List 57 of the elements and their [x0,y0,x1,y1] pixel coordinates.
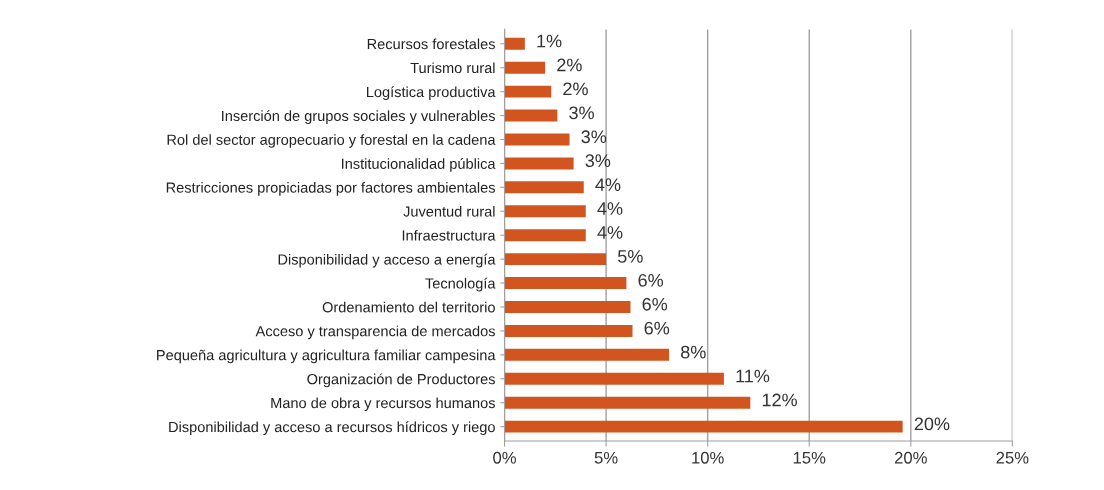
bar [504,229,586,242]
y-tick-label: Infraestructura [402,229,496,241]
bar [504,372,724,385]
data-label: 3% [585,154,611,168]
y-tick-label: Restricciones propiciadas por factores ambientales [166,182,495,196]
y-tick-label: Recursos forestales [367,38,495,50]
bar [504,157,574,170]
x-tick-label: 10% [692,451,724,464]
bar [504,277,627,290]
bar [504,61,546,74]
data-label: 12% [762,393,797,407]
y-tick-label: Disponibilidad y acceso a energía [278,253,496,268]
x-tick-label: 15% [793,451,826,464]
y-tick-label: Juventud rural [403,205,495,217]
y-tick-label: Logística productiva [367,86,496,101]
y-tick-label: Ordenamiento del territorio [322,301,495,313]
bar [504,324,633,337]
data-label: 2% [563,82,588,96]
data-label: 6% [638,273,664,287]
bar [504,37,525,50]
data-label: 4% [597,202,623,215]
bar [504,253,607,266]
bar [504,85,552,98]
data-label: 3% [581,130,607,144]
bar [504,181,584,194]
bar [504,109,558,122]
data-label: 3% [569,106,594,120]
data-label: 4% [595,178,621,191]
y-tick-label: Acceso y transparencia de mercados [255,325,495,340]
y-tick-label: Organización de Productores [307,373,495,388]
y-tick-label: Turismo rural [410,62,495,74]
data-label: 20% [914,417,950,431]
x-tick-label: 25% [996,451,1029,464]
x-tick-label: 0% [493,451,516,464]
y-tick-label: Disponibilidad y acceso a recursos hídricos y riego [169,421,495,436]
bar [504,420,903,433]
data-label: 1% [537,34,562,48]
bar [504,205,586,218]
y-tick-label: Rol del sector agropecuario y forestal en la cadena [167,134,496,148]
y-tick-label: Inserción de grupos sociales y vulnerables [222,110,495,124]
y-tick-label: Pequeña agricultura y agricultura familiar campesina [157,349,496,364]
bar [504,348,670,361]
data-label: 8% [681,345,706,359]
data-label: 2% [557,58,582,72]
data-label: 11% [736,369,770,383]
bar [504,396,751,409]
x-tick-label: 5% [594,451,618,464]
x-tick-label: 20% [894,451,927,464]
y-tick-label: Mano de obra y recursos humanos [271,397,495,412]
data-label: 4% [597,226,623,239]
bar [504,133,570,146]
bar [504,301,631,313]
data-label: 6% [644,321,670,335]
y-tick-label: Institucionalidad pública [342,158,496,172]
y-tick-label: Tecnología [425,277,496,292]
data-label: 5% [617,250,643,263]
data-label: 6% [642,297,668,311]
